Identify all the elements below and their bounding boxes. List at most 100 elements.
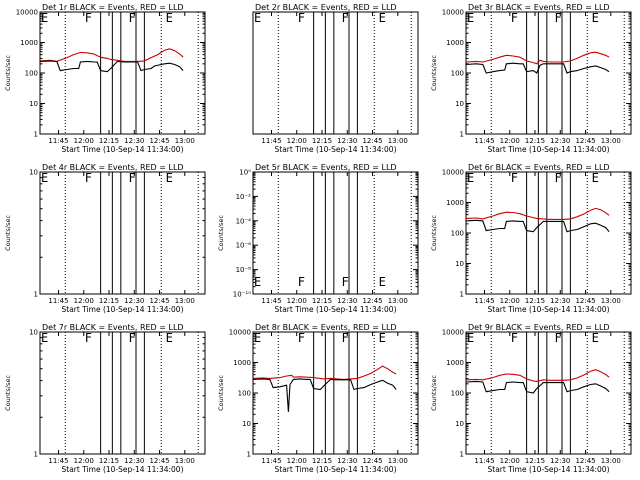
plot-frame bbox=[252, 171, 419, 295]
panel-title: Det 1r BLACK = Events, RED = LLD bbox=[42, 3, 184, 12]
y-tick-label: 100 bbox=[238, 390, 251, 398]
x-tick-label: 12:00 bbox=[287, 457, 307, 465]
y-axis-label: Counts/sec bbox=[4, 215, 12, 251]
flag-label: F bbox=[511, 331, 518, 345]
flag-label: E bbox=[254, 331, 261, 345]
events-series-line bbox=[465, 62, 610, 74]
flag-label: E bbox=[166, 171, 173, 185]
x-tick-label: 11:45 bbox=[261, 457, 281, 465]
y-tick-label: 1000 bbox=[233, 359, 251, 367]
y-tick-label: 1000 bbox=[446, 39, 464, 47]
y-tick-label: 10 bbox=[455, 420, 464, 428]
plot-frame bbox=[39, 171, 206, 295]
y-tick-label: 10 bbox=[455, 260, 464, 268]
panel-title: Det 3r BLACK = Events, RED = LLD bbox=[468, 3, 610, 12]
x-tick-label: 12:00 bbox=[74, 297, 94, 305]
x-tick-label: 12:30 bbox=[550, 137, 570, 145]
plot-frame bbox=[465, 11, 632, 135]
x-axis-label: Start Time (10-Sep-14 11:34:00) bbox=[275, 305, 397, 314]
x-tick-label: 12:30 bbox=[550, 457, 570, 465]
plot-frame bbox=[39, 11, 206, 135]
flag-label: E bbox=[166, 11, 173, 25]
flag-label: F bbox=[511, 171, 518, 185]
panel-8: Det 8r BLACK = Events, RED = LLD 11:45 12:… bbox=[217, 323, 419, 474]
x-tick-label: 11:45 bbox=[474, 457, 494, 465]
x-tick-label: 12:30 bbox=[337, 137, 357, 145]
y-tick-label: 1000 bbox=[446, 359, 464, 367]
flag-label: E bbox=[41, 171, 48, 185]
y-tick-label: 10 bbox=[242, 420, 251, 428]
flag-label: F bbox=[555, 171, 562, 185]
flag-label: F bbox=[85, 171, 92, 185]
y-axis-label: Counts/sec bbox=[4, 55, 12, 91]
x-tick-label: 11:45 bbox=[48, 297, 68, 305]
x-tick-label: 11:45 bbox=[261, 137, 281, 145]
panel-title: Det 4r BLACK = Events, RED = LLD bbox=[42, 163, 184, 172]
y-tick-label: 10⁻⁶ bbox=[236, 242, 252, 250]
y-axis-label: Counts/sec bbox=[217, 375, 225, 411]
panel-9: Det 9r BLACK = Events, RED = LLD 11:45 12:… bbox=[430, 323, 632, 474]
flag-label: E bbox=[467, 331, 474, 345]
y-tick-label: 1 bbox=[460, 291, 464, 299]
panel-4: Det 4r BLACK = Events, RED = LLD 11:45 12:… bbox=[4, 163, 206, 314]
lld-series-line bbox=[465, 207, 610, 220]
flag-label: E bbox=[379, 275, 386, 289]
x-tick-label: 12:15 bbox=[525, 137, 545, 145]
y-tick-label: 10 bbox=[29, 100, 38, 108]
x-axis-label: Start Time (10-Sep-14 11:34:00) bbox=[275, 145, 397, 154]
y-axis-label: Counts/sec bbox=[217, 215, 225, 251]
panel-2: Det 2r BLACK = Events, RED = LLD 11:45 12:… bbox=[252, 3, 419, 154]
x-tick-label: 13:00 bbox=[388, 137, 408, 145]
lld-series-line bbox=[465, 51, 610, 65]
flag-label: E bbox=[379, 11, 386, 25]
y-tick-label: 1000 bbox=[20, 39, 38, 47]
events-series-line bbox=[465, 380, 610, 394]
x-tick-label: 12:30 bbox=[124, 457, 144, 465]
panel-5: Det 5r BLACK = Events, RED = LLD 11:45 12:… bbox=[217, 163, 419, 314]
y-tick-label: 10 bbox=[455, 100, 464, 108]
flag-label: E bbox=[41, 11, 48, 25]
y-tick-label: 1 bbox=[34, 451, 38, 459]
x-tick-label: 12:45 bbox=[575, 457, 595, 465]
y-tick-label: 10⁻¹⁰ bbox=[233, 291, 251, 299]
y-tick-label: 1 bbox=[34, 131, 38, 139]
x-tick-label: 13:00 bbox=[175, 137, 195, 145]
x-tick-label: 12:45 bbox=[575, 297, 595, 305]
x-axis-label: Start Time (10-Sep-14 11:34:00) bbox=[488, 465, 610, 474]
x-tick-label: 12:00 bbox=[500, 137, 520, 145]
panel-title: Det 9r BLACK = Events, RED = LLD bbox=[468, 323, 610, 332]
y-tick-label: 10 bbox=[29, 329, 38, 337]
flag-label: E bbox=[379, 331, 386, 345]
y-tick-label: 1 bbox=[34, 291, 38, 299]
x-tick-label: 12:00 bbox=[74, 137, 94, 145]
flag-label: F bbox=[129, 331, 136, 345]
x-tick-label: 13:00 bbox=[601, 137, 621, 145]
x-tick-label: 11:45 bbox=[48, 137, 68, 145]
flag-label: E bbox=[467, 171, 474, 185]
y-tick-label: 10⁻⁴ bbox=[236, 217, 252, 225]
x-tick-label: 12:00 bbox=[500, 457, 520, 465]
x-tick-label: 12:45 bbox=[362, 457, 382, 465]
x-tick-label: 13:00 bbox=[388, 457, 408, 465]
flag-label: F bbox=[298, 275, 305, 289]
y-tick-label: 100 bbox=[25, 70, 38, 78]
panel-title: Det 7r BLACK = Events, RED = LLD bbox=[42, 323, 184, 332]
x-tick-label: 11:45 bbox=[474, 137, 494, 145]
flag-label: F bbox=[555, 331, 562, 345]
flag-label: F bbox=[85, 11, 92, 25]
x-tick-label: 12:45 bbox=[575, 137, 595, 145]
x-tick-label: 12:15 bbox=[312, 297, 332, 305]
x-axis-label: Start Time (10-Sep-14 11:34:00) bbox=[62, 145, 184, 154]
flag-label: F bbox=[511, 11, 518, 25]
x-tick-label: 12:15 bbox=[525, 297, 545, 305]
y-tick-label: 10 bbox=[29, 169, 38, 177]
y-tick-label: 10000 bbox=[442, 169, 464, 177]
x-tick-label: 12:15 bbox=[312, 137, 332, 145]
events-series-line bbox=[465, 219, 610, 233]
x-tick-label: 12:00 bbox=[287, 137, 307, 145]
x-axis-label: Start Time (10-Sep-14 11:34:00) bbox=[62, 465, 184, 474]
panel-1: Det 1r BLACK = Events, RED = LLD 11:45 12:… bbox=[4, 3, 206, 154]
y-tick-label: 10⁰ bbox=[239, 169, 251, 177]
